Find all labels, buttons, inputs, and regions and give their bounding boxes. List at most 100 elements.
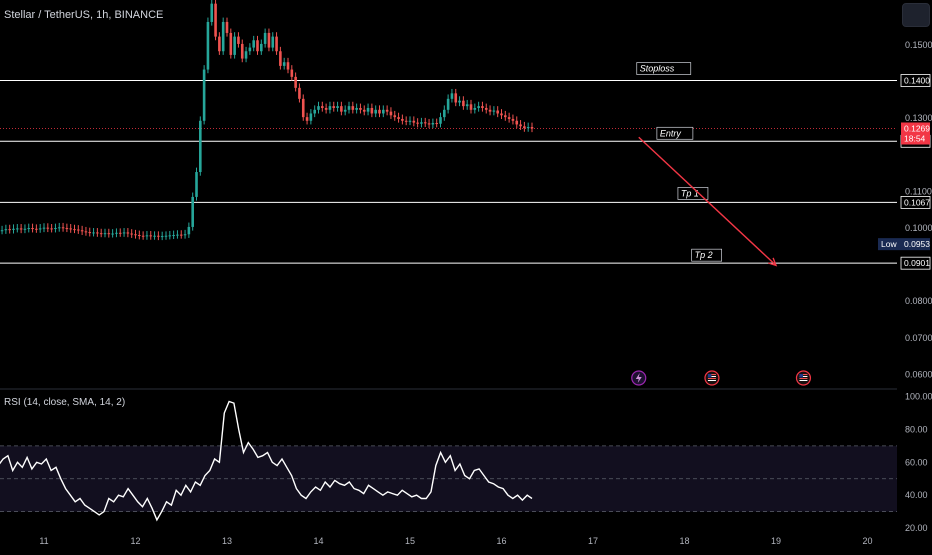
candle-body <box>61 227 65 229</box>
candle-body <box>267 32 271 48</box>
candle-body <box>275 36 278 52</box>
price-tick-label: 0.1100 <box>905 186 932 196</box>
candle-body <box>73 229 76 231</box>
level-label-box <box>691 248 723 262</box>
candle-body <box>111 233 114 235</box>
rsi-legend[interactable]: RSI (14, close, SMA, 14, 2) <box>4 397 126 408</box>
low-price-badge: 0.0953 <box>904 239 930 249</box>
candle-body <box>340 106 343 112</box>
candle-body <box>332 106 336 108</box>
lightning-icon <box>631 370 647 386</box>
candle-body <box>309 113 313 121</box>
symbol-legend[interactable]: Stellar / TetherUS, 1h, BINANCE <box>4 9 164 21</box>
candle-body <box>69 228 72 230</box>
event-icons[interactable] <box>631 370 812 386</box>
candle-body <box>416 122 419 124</box>
candle-body <box>286 62 290 70</box>
candle-body <box>176 234 179 236</box>
candle-body <box>279 51 282 66</box>
candle-body <box>149 235 153 237</box>
time-tick-label: 17 <box>588 536 598 546</box>
candle-body <box>301 98 305 118</box>
flag-icon-canton <box>707 374 712 378</box>
candle-body <box>99 233 103 235</box>
countdown-badge: 18:54 <box>904 133 926 143</box>
candle-body <box>202 69 206 121</box>
candle-body <box>389 111 393 116</box>
candle-body <box>523 126 526 129</box>
candle-body <box>237 36 240 44</box>
price-tick-label: 0.0600 <box>905 369 932 379</box>
time-tick-label: 18 <box>679 536 689 546</box>
candle-body <box>435 122 438 124</box>
candle-body <box>397 117 400 119</box>
candle-body <box>336 106 339 108</box>
candle-body <box>50 228 53 230</box>
candle-body <box>225 21 229 33</box>
candle-body <box>412 120 416 123</box>
candle-body <box>423 122 427 124</box>
time-tick-label: 20 <box>862 536 872 546</box>
candle-body <box>42 227 46 229</box>
candle-body <box>172 234 175 236</box>
candle-body <box>88 232 92 234</box>
candle-body <box>351 106 355 110</box>
flag-icon-stripe <box>707 374 716 375</box>
low-tag: Low <box>881 239 897 249</box>
candle-body <box>359 107 362 110</box>
candle-body <box>214 3 217 37</box>
candle-body <box>382 109 385 114</box>
chart-settings-button[interactable] <box>902 3 930 27</box>
candle-body <box>77 229 80 231</box>
candle-body <box>38 228 42 230</box>
price-tick-label: 0.0700 <box>905 333 932 343</box>
candle-body <box>0 230 4 232</box>
candle-body <box>187 226 191 235</box>
level-lines[interactable]: Stoploss Entry Tp 1 Tp 2 <box>0 62 897 264</box>
flag-icon-stripe <box>799 378 808 379</box>
current-price-badge: 0.1269 <box>904 123 930 133</box>
candle-body <box>362 109 366 112</box>
candle-body <box>473 107 477 110</box>
candle-body <box>23 228 27 230</box>
rsi-tick-label: 60.00 <box>905 457 928 467</box>
candle-body <box>54 228 57 230</box>
candle-body <box>427 123 431 125</box>
candle-body <box>199 120 202 173</box>
price-tick-label: 0.1000 <box>905 223 932 233</box>
candle-body <box>450 93 454 99</box>
candle-body <box>256 40 259 52</box>
price-badges: 0.14000.12340.10670.09010.126918:54Low0.… <box>878 74 931 270</box>
candle-body <box>282 62 286 66</box>
time-axis[interactable]: 11 12 13 14 15 16 17 18 19 20 <box>39 536 872 546</box>
candle-body <box>179 234 183 236</box>
level-price-badge: 0.1067 <box>904 197 930 207</box>
flag-icon-stripe <box>707 378 716 379</box>
level-price-badge-box <box>900 196 931 209</box>
candle-body <box>27 228 31 230</box>
candle-body <box>160 236 164 238</box>
candle-body <box>324 107 328 110</box>
flag-icon-stripe <box>707 380 716 381</box>
candle-body <box>507 117 511 119</box>
rsi-line <box>0 400 533 522</box>
candle-body <box>355 107 358 110</box>
price-axis[interactable]: 0.1500 0.1300 0.1100 0.1000 0.0800 0.0700 0.06… <box>905 40 932 379</box>
candle-body <box>443 109 446 118</box>
candle-body <box>515 120 519 125</box>
projection-arrow[interactable] <box>638 136 778 267</box>
projection-arrowhead <box>768 257 778 267</box>
candle-body <box>240 43 244 59</box>
candle-body <box>206 21 210 70</box>
candle-body <box>31 228 34 230</box>
candle-body <box>439 117 442 124</box>
candle-body <box>492 110 496 112</box>
candle-body <box>454 93 458 103</box>
time-tick-label: 19 <box>771 536 781 546</box>
candle-body <box>65 228 69 230</box>
candle-body <box>290 69 294 77</box>
candle-body <box>519 124 522 127</box>
candle-body <box>500 113 503 116</box>
